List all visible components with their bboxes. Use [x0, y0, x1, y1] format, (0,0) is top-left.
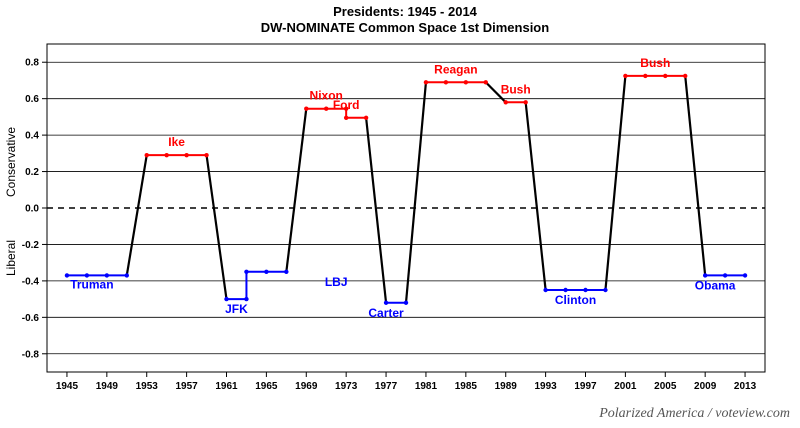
label-reagan: Reagan — [434, 62, 477, 76]
point-ike — [204, 152, 209, 158]
point-nixon — [324, 106, 329, 111]
y-tick-label: -0.8 — [22, 349, 40, 360]
point-clinton — [543, 287, 548, 293]
y-label-liberal: Liberal — [4, 240, 18, 276]
label-obama: Obama — [695, 278, 736, 292]
point-clinton — [583, 287, 588, 293]
point-jfk — [244, 296, 249, 302]
point-truman — [104, 273, 110, 278]
x-tick-label: 1981 — [415, 381, 438, 392]
point-bush — [523, 100, 528, 105]
label-jfk: JFK — [225, 302, 248, 316]
label-bush: Bush — [640, 56, 670, 70]
x-tick-label: 1965 — [255, 381, 278, 392]
y-tick-label: 0.0 — [25, 204, 39, 215]
transition-segment — [404, 82, 428, 303]
transition-segment — [365, 117, 388, 303]
point-nixon — [343, 106, 349, 111]
transition-lines — [125, 75, 707, 303]
point-ford — [343, 115, 349, 121]
chart-title: Presidents: 1945 - 2014 — [333, 4, 478, 19]
transition-segment — [484, 81, 507, 104]
point-bush — [623, 73, 628, 79]
x-axis: 1945 1949 1953 1957 1961 1965 1969 1973 1977 1981… — [56, 372, 757, 392]
transition-segment — [684, 75, 707, 276]
chart-subtitle: DW-NOMINATE Common Space 1st Dimension — [261, 20, 549, 35]
point-clinton — [563, 287, 568, 293]
point-obama — [722, 273, 728, 278]
point-ike — [144, 152, 149, 158]
point-jfk — [224, 296, 229, 302]
point-bush — [643, 73, 648, 79]
point-lbj — [264, 269, 269, 274]
x-tick-label: 1989 — [495, 381, 518, 392]
point-reagan — [483, 80, 488, 85]
point-reagan — [443, 80, 449, 85]
point-carter — [403, 300, 409, 305]
x-tick-label: 1977 — [375, 381, 398, 392]
x-tick-label: 2005 — [654, 381, 677, 392]
transition-segment — [125, 154, 148, 276]
label-bush: Bush — [501, 82, 531, 96]
point-lbj — [284, 269, 289, 274]
y-tick-label: -0.2 — [22, 240, 40, 251]
y-tick-label: 0.8 — [25, 58, 39, 69]
point-truman — [124, 273, 129, 278]
point-nixon — [304, 106, 309, 111]
x-tick-label: 1973 — [335, 381, 358, 392]
point-ike — [184, 152, 189, 158]
point-truman — [84, 273, 90, 278]
y-tick-label: 0.2 — [25, 167, 39, 178]
point-obama — [702, 273, 708, 278]
point-bush — [503, 100, 508, 105]
x-tick-label: 1969 — [295, 381, 318, 392]
y-tick-label: 0.4 — [25, 131, 39, 142]
transition-segment — [604, 75, 627, 291]
transition-segment — [205, 155, 228, 300]
label-ford: Ford — [333, 98, 360, 112]
x-tick-label: 2001 — [614, 381, 637, 392]
x-tick-label: 1993 — [534, 381, 557, 392]
series-group — [64, 73, 748, 305]
label-clinton: Clinton — [555, 293, 596, 307]
point-bush — [683, 73, 688, 79]
point-reagan — [423, 80, 429, 85]
point-lbj — [244, 269, 249, 274]
point-carter — [383, 300, 389, 305]
y-tick-label: 0.6 — [25, 94, 39, 105]
y-tick-label: -0.4 — [22, 276, 40, 287]
credit-text: Polarized America / voteview.com — [598, 406, 790, 421]
label-ike: Ike — [168, 135, 185, 149]
point-ike — [164, 152, 169, 158]
label-carter: Carter — [368, 306, 404, 320]
point-obama — [742, 273, 748, 278]
label-truman: Truman — [70, 277, 113, 291]
x-tick-label: 1985 — [455, 381, 478, 392]
point-ford — [363, 115, 369, 121]
x-tick-label: 1961 — [215, 381, 238, 392]
point-clinton — [603, 287, 608, 293]
x-tick-label: 2013 — [734, 381, 757, 392]
label-nixon: Nixon — [310, 89, 343, 103]
y-label-conservative: Conservative — [4, 127, 18, 197]
x-tick-label: 1997 — [574, 381, 597, 392]
x-tick-label: 1953 — [136, 381, 159, 392]
x-tick-label: 1949 — [96, 381, 119, 392]
point-reagan — [463, 80, 469, 85]
point-bush — [663, 73, 668, 79]
point-truman — [64, 273, 70, 278]
x-tick-label: 1945 — [56, 381, 79, 392]
transition-segment — [285, 108, 308, 272]
y-axis: -0.8 -0.6 -0.4 -0.2 0.0 0.2 0.4 0.6 0.8 — [22, 58, 47, 360]
x-tick-label: 2009 — [694, 381, 717, 392]
label-lbj: LBJ — [325, 275, 348, 289]
y-tick-label: -0.6 — [22, 313, 40, 324]
x-tick-label: 1957 — [175, 381, 198, 392]
gridlines — [47, 61, 765, 355]
transition-segment — [524, 102, 547, 291]
